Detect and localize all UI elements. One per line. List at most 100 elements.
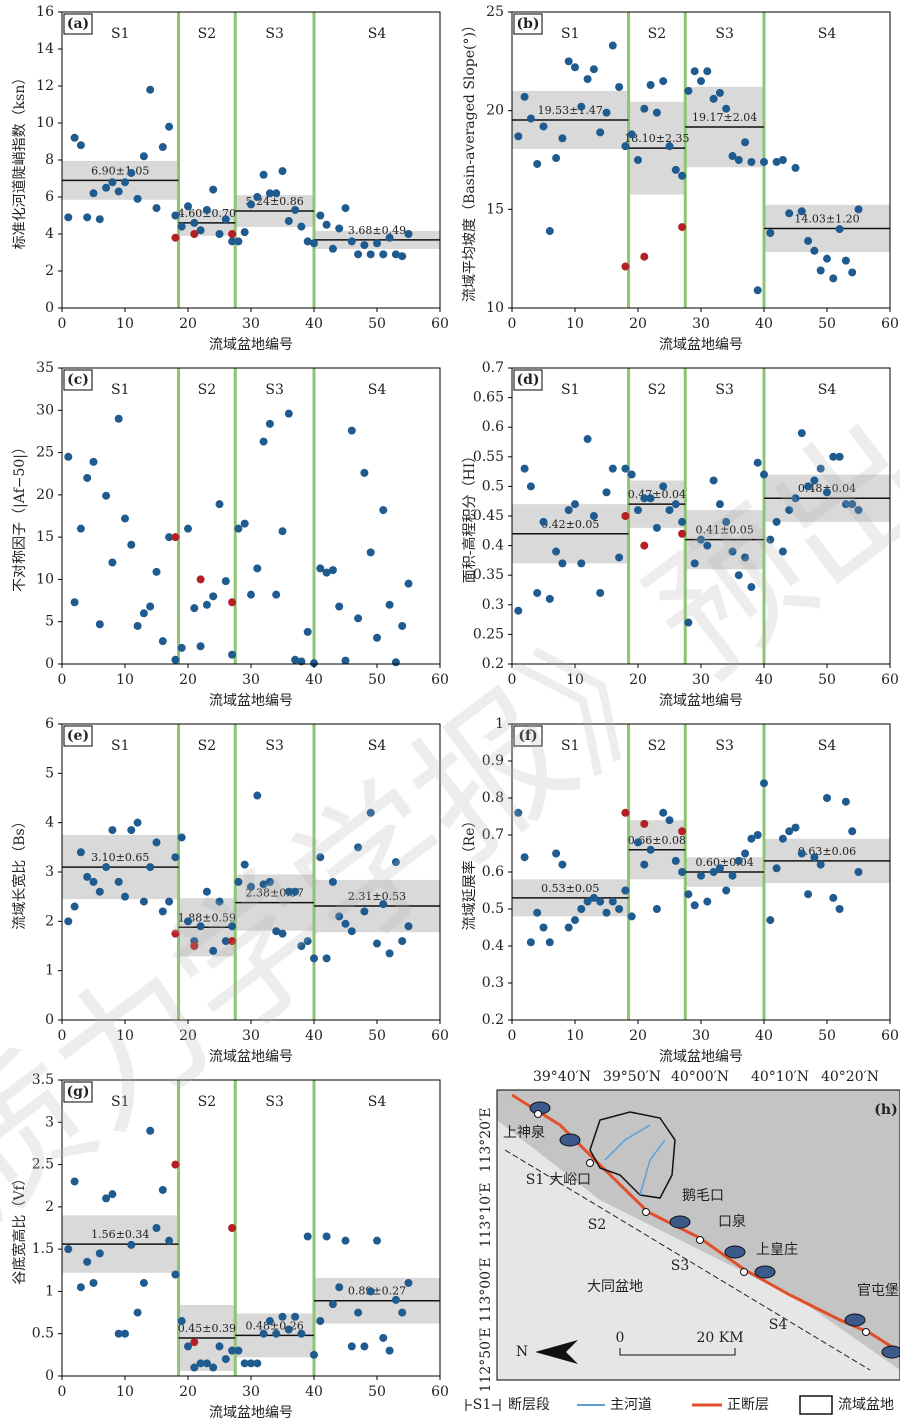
data-point: [272, 591, 280, 599]
y-tick-label: 20: [486, 103, 504, 119]
segment-label: S3: [715, 738, 734, 754]
plot-area: [62, 368, 440, 664]
data-point: [373, 1237, 381, 1245]
data-point: [83, 1258, 91, 1266]
data-point: [842, 798, 850, 806]
data-point: [672, 166, 680, 174]
data-point: [102, 492, 110, 500]
segment-label: S3: [265, 26, 284, 42]
data-point: [659, 809, 667, 817]
segment-label: S4: [368, 26, 387, 42]
segment-label: S3: [715, 382, 734, 398]
data-point: [640, 542, 648, 550]
x-tick-label: 60: [431, 1384, 449, 1400]
data-point: [190, 230, 198, 238]
data-point: [760, 779, 768, 787]
data-point: [855, 868, 863, 876]
data-point: [329, 1300, 337, 1308]
data-point: [634, 156, 642, 164]
data-point: [754, 286, 762, 294]
data-point: [146, 86, 154, 94]
segment-label: S2: [198, 738, 217, 754]
data-point: [405, 580, 413, 588]
data-point: [209, 592, 217, 600]
data-point: [722, 887, 730, 895]
data-point: [108, 178, 116, 186]
data-point: [615, 553, 623, 561]
data-point: [335, 1283, 343, 1291]
data-point: [171, 234, 179, 242]
data-point: [329, 245, 337, 253]
data-point: [540, 518, 548, 526]
data-point: [722, 105, 730, 113]
data-point: [146, 863, 154, 871]
data-point: [272, 189, 280, 197]
y-tick-label: 0.5: [482, 478, 504, 494]
x-tick-label: 40: [305, 672, 323, 688]
y-axis-label: 流域长宽比（Bs）: [11, 814, 28, 929]
data-point: [178, 833, 186, 841]
data-point: [159, 143, 167, 151]
y-tick-label: 4: [45, 815, 54, 831]
data-point: [703, 898, 711, 906]
data-point: [703, 67, 711, 75]
town-dot: [741, 1269, 748, 1276]
data-point: [96, 1249, 104, 1257]
data-point: [603, 909, 611, 917]
data-point: [316, 1317, 324, 1325]
data-point: [77, 848, 85, 856]
data-point: [779, 156, 787, 164]
data-point: [527, 115, 535, 123]
x-tick-label: 10: [116, 672, 134, 688]
data-point: [540, 924, 548, 932]
data-point: [127, 826, 135, 834]
data-point: [379, 1334, 387, 1342]
data-point: [584, 75, 592, 83]
data-point: [367, 1287, 375, 1295]
x-tick-label: 60: [431, 316, 449, 332]
data-point: [823, 794, 831, 802]
latitude-label: 40°00′N: [671, 1069, 729, 1085]
y-tick-label: 16: [36, 4, 54, 20]
x-tick-label: 0: [58, 316, 67, 332]
data-point: [653, 109, 661, 117]
segment-label: S1: [111, 738, 130, 754]
data-point: [398, 252, 406, 260]
segment-label: S2: [648, 26, 667, 42]
data-point: [773, 864, 781, 872]
data-point: [817, 861, 825, 869]
town-dot: [697, 1237, 704, 1244]
data-point: [398, 622, 406, 630]
data-point: [83, 213, 91, 221]
x-tick-label: 30: [242, 1384, 260, 1400]
data-point: [533, 589, 541, 597]
data-point: [203, 601, 211, 609]
data-point: [190, 219, 198, 227]
small-basin: [845, 1314, 865, 1326]
mean-label: 19.17±2.04: [692, 111, 757, 124]
data-point: [558, 559, 566, 567]
data-point: [115, 187, 123, 195]
data-point: [190, 1338, 198, 1346]
data-point: [64, 453, 72, 461]
data-point: [115, 415, 123, 423]
data-point: [222, 215, 230, 223]
y-tick-label: 14: [36, 41, 54, 57]
data-point: [621, 887, 629, 895]
data-point: [558, 134, 566, 142]
data-point: [71, 598, 79, 606]
data-point: [171, 212, 179, 220]
data-point: [379, 250, 387, 258]
data-point: [279, 527, 287, 535]
data-point: [621, 142, 629, 150]
data-point: [203, 206, 211, 214]
data-point: [521, 93, 529, 101]
data-point: [90, 189, 98, 197]
data-point: [634, 506, 642, 514]
segment-label: S3: [715, 26, 734, 42]
data-point: [77, 1283, 85, 1291]
data-point: [348, 427, 356, 435]
x-tick-label: 20: [629, 316, 647, 332]
data-point: [558, 861, 566, 869]
data-point: [729, 872, 737, 880]
